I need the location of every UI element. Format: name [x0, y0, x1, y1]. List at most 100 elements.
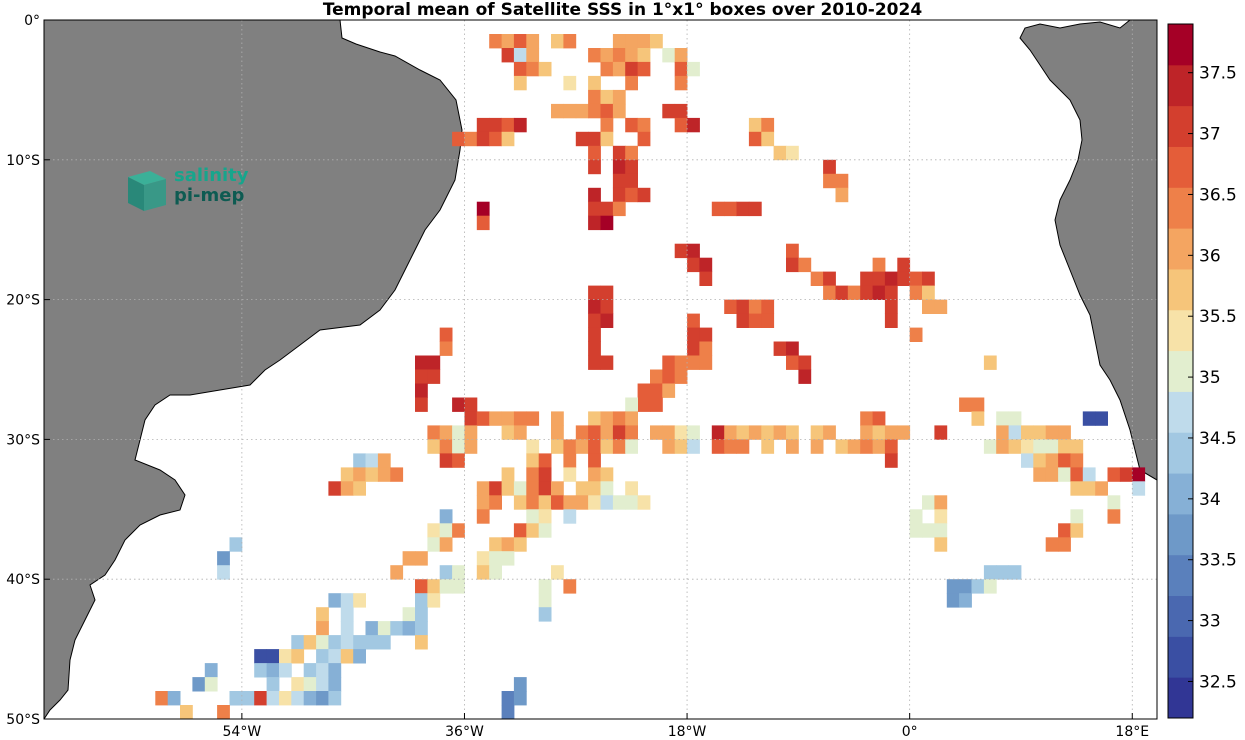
- salinity-cell: [439, 537, 453, 552]
- salinity-cell: [736, 299, 750, 314]
- salinity-cell: [650, 397, 663, 412]
- salinity-cell: [946, 593, 960, 608]
- salinity-cell: [501, 481, 515, 496]
- salinity-cell: [1107, 467, 1121, 482]
- salinity-cell: [513, 677, 527, 692]
- salinity-cell: [427, 369, 441, 384]
- salinity-cell: [217, 551, 230, 566]
- salinity-cell: [489, 34, 502, 49]
- salinity-cell: [563, 579, 577, 594]
- x-tick-label: 18°E: [1115, 724, 1149, 740]
- salinity-cell: [1058, 537, 1071, 552]
- salinity-cell: [476, 201, 490, 217]
- salinity-cell: [365, 453, 379, 468]
- salinity-cell: [612, 201, 626, 217]
- salinity-cell: [551, 495, 564, 510]
- salinity-cell: [501, 34, 515, 49]
- salinity-cell: [415, 397, 428, 412]
- salinity-cell: [538, 495, 552, 510]
- colorbar-segment: [1168, 677, 1193, 719]
- colorbar-segment: [1168, 391, 1193, 433]
- salinity-cell: [1045, 439, 1059, 454]
- salinity-cell: [761, 439, 775, 454]
- salinity-cell: [538, 579, 552, 594]
- salinity-cell: [600, 201, 614, 217]
- salinity-cell: [241, 691, 255, 706]
- colorbar-tick-labels: 32.5 33 33.5 34 34.5 35 35.5 36 36.5 37 37.5: [1188, 64, 1237, 692]
- salinity-cell: [340, 481, 354, 496]
- salinity-cell: [415, 621, 428, 636]
- salinity-cell: [588, 341, 601, 356]
- salinity-cell: [452, 397, 465, 412]
- salinity-cell: [674, 75, 688, 91]
- salinity-cell: [476, 551, 490, 566]
- salinity-cell: [563, 34, 577, 49]
- salinity-cell: [415, 635, 428, 650]
- salinity-cell: [452, 453, 465, 468]
- salinity-cell: [662, 369, 676, 384]
- salinity-cell: [662, 355, 676, 370]
- salinity-cell: [674, 369, 688, 384]
- salinity-cell: [600, 425, 614, 440]
- salinity-cell: [699, 341, 713, 356]
- salinity-cell: [1119, 467, 1133, 482]
- salinity-cell: [637, 187, 651, 203]
- salinity-cell: [687, 61, 700, 77]
- salinity-cell: [513, 523, 527, 538]
- salinity-cell: [625, 425, 638, 440]
- salinity-cell: [476, 565, 490, 580]
- salinity-cell: [1045, 453, 1059, 468]
- salinity-cell: [402, 551, 416, 566]
- salinity-cell: [872, 271, 886, 286]
- salinity-cell: [699, 355, 713, 370]
- salinity-cell: [489, 495, 502, 510]
- salinity-cell: [612, 425, 626, 440]
- salinity-cell: [662, 48, 676, 63]
- salinity-cell: [427, 523, 441, 538]
- salinity-cell: [1033, 425, 1047, 440]
- salinity-cell: [588, 131, 601, 147]
- colorbar-tick-label: 36.5: [1199, 185, 1237, 205]
- salinity-cell: [464, 411, 478, 426]
- salinity-cell: [353, 453, 366, 468]
- salinity-cell: [526, 439, 540, 454]
- salinity-cell: [748, 299, 762, 314]
- salinity-cell: [563, 75, 577, 91]
- salinity-cell: [390, 565, 404, 580]
- salinity-cell: [687, 425, 700, 440]
- salinity-cell: [254, 649, 267, 664]
- salinity-cell: [687, 243, 700, 259]
- salinity-cell: [625, 48, 638, 63]
- salinity-cell: [959, 397, 972, 412]
- salinity-cell: [377, 621, 391, 636]
- salinity-cell: [600, 131, 614, 147]
- salinity-cell: [204, 677, 218, 692]
- salinity-cell: [439, 523, 453, 538]
- salinity-cell: [279, 649, 292, 664]
- salinity-cell: [600, 495, 614, 510]
- salinity-cell: [786, 341, 799, 356]
- salinity-cell: [625, 117, 638, 133]
- colorbar-tick-label: 36: [1199, 246, 1221, 266]
- salinity-cell: [1070, 453, 1084, 468]
- salinity-cell: [538, 61, 552, 77]
- salinity-cell: [786, 257, 799, 273]
- salinity-cell: [588, 201, 601, 217]
- salinity-cell: [501, 705, 515, 719]
- salinity-cell: [316, 607, 329, 622]
- plot-frame: [43, 19, 1158, 720]
- salinity-cell: [650, 425, 663, 440]
- salinity-cell: [353, 481, 366, 496]
- salinity-cell: [600, 117, 614, 133]
- salinity-cell: [316, 663, 329, 678]
- salinity-cell: [612, 103, 626, 119]
- salinity-cell: [476, 495, 490, 510]
- salinity-cell: [513, 117, 527, 133]
- salinity-cell: [513, 75, 527, 91]
- colorbar-tick-label: 37: [1199, 125, 1221, 145]
- salinity-cell: [748, 201, 762, 217]
- salinity-cell: [699, 327, 713, 342]
- colorbar-tick-label: 34: [1199, 490, 1221, 510]
- salinity-cell: [1045, 425, 1059, 440]
- salinity-cell: [786, 145, 799, 161]
